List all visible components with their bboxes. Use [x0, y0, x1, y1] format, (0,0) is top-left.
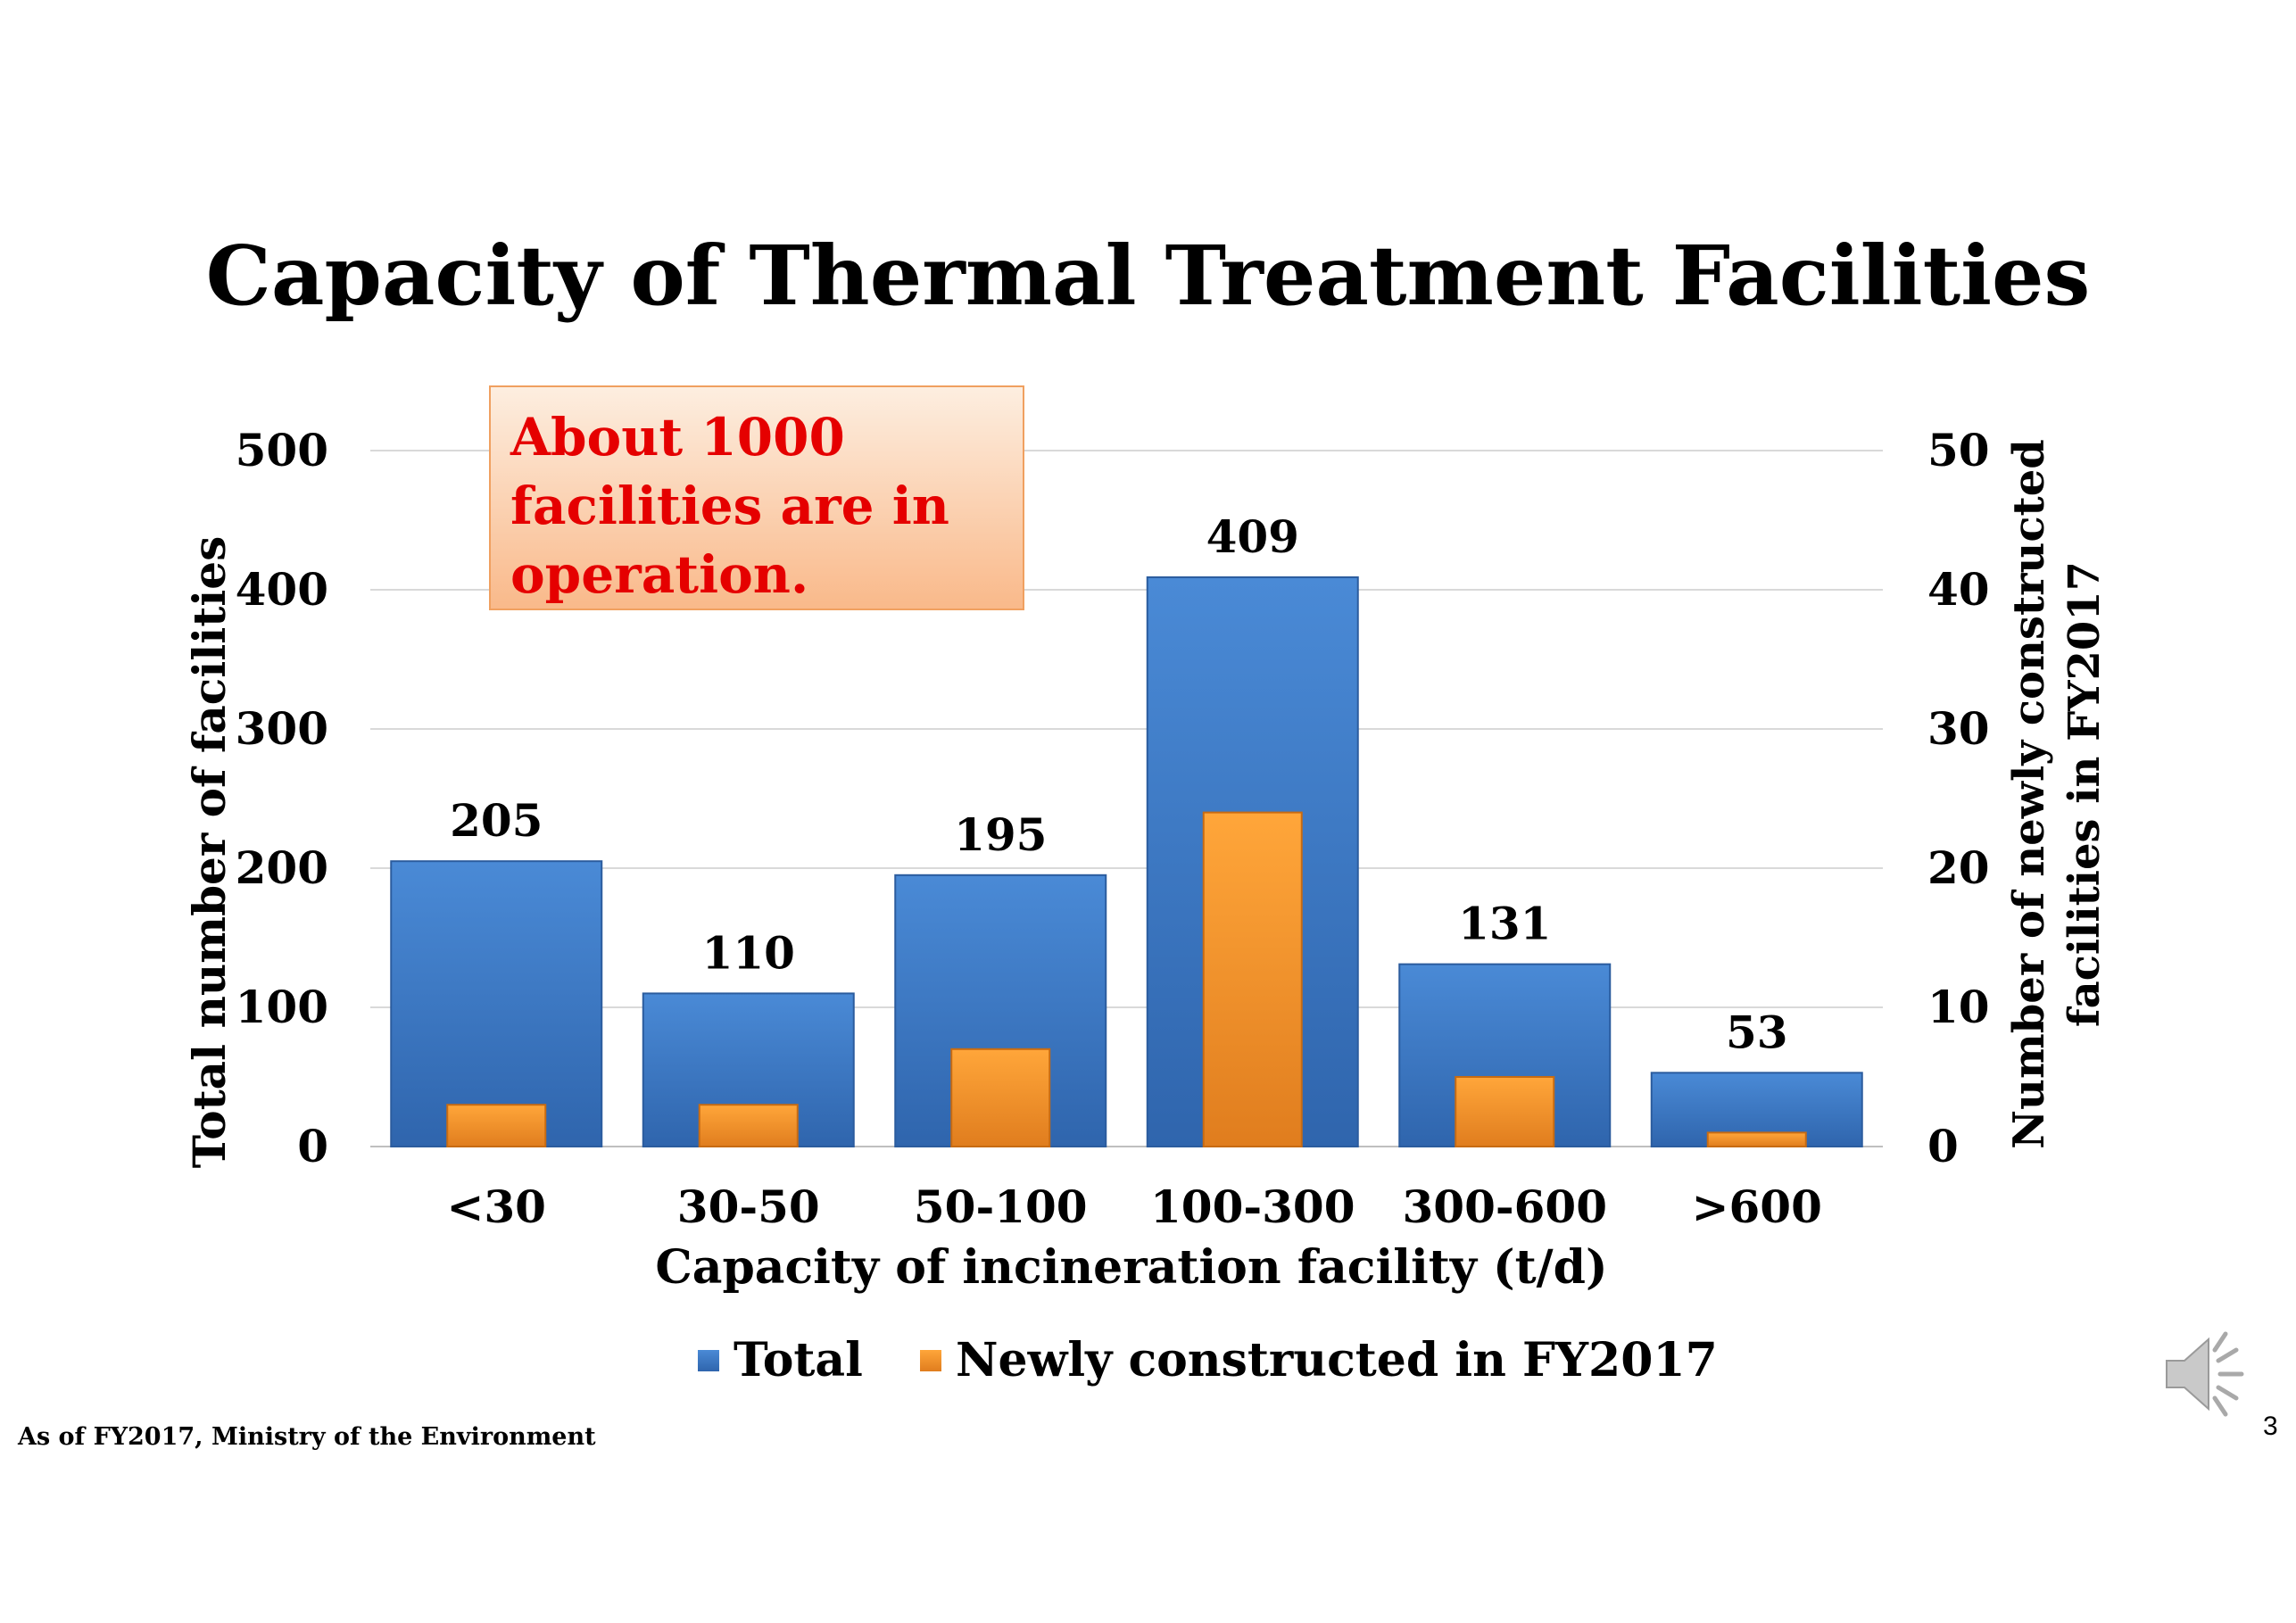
y2-tick-label: 30: [1927, 702, 1990, 755]
y-tick-label: 100: [236, 981, 328, 1033]
legend: Total Newly constructed in FY2017: [698, 1333, 1718, 1387]
y-tick-label: 200: [236, 841, 328, 894]
x-tick-label: 50-100: [914, 1180, 1088, 1233]
callout-line-3: operation.: [510, 544, 809, 605]
data-label-total: 110: [702, 926, 795, 979]
bar-total: [390, 860, 603, 1147]
y2-axis-title-line-2: facilities in FY2017: [2060, 561, 2110, 1027]
data-label-total: 205: [450, 794, 543, 847]
bars: [390, 576, 1863, 1148]
x-tick-label: 30-50: [677, 1180, 820, 1233]
bar-newly-constructed: [1202, 811, 1303, 1147]
x-tick-label: 300-600: [1403, 1180, 1608, 1233]
y-tick-label: 0: [297, 1120, 328, 1172]
data-label-total: 53: [1726, 1006, 1788, 1058]
legend-label-new: Newly constructed in FY2017: [956, 1333, 1718, 1387]
bar-newly-constructed: [698, 1104, 799, 1147]
axis-titles: Capacity of incineration facility (t/d) …: [183, 439, 2110, 1295]
gridlines: [370, 450, 1883, 1147]
y2-tick-label: 50: [1927, 424, 1990, 476]
y2-tick-label: 0: [1927, 1120, 1959, 1172]
slide-title: Capacity of Thermal Treatment Facilities: [205, 228, 2091, 324]
y-tick-label: 500: [236, 424, 328, 476]
legend-swatch-total: [698, 1350, 719, 1371]
bar-newly-constructed: [950, 1047, 1051, 1148]
legend-swatch-new: [920, 1350, 941, 1371]
bar-newly-constructed: [446, 1104, 547, 1147]
data-label-total: 409: [1206, 510, 1299, 563]
y2-tick-label: 20: [1927, 841, 1990, 894]
callout-box: About 1000 facilities are in operation.: [489, 385, 1024, 610]
x-tick-label: >600: [1692, 1180, 1822, 1233]
data-label-total: 131: [1458, 898, 1551, 950]
page-number: 3: [2263, 1412, 2278, 1441]
bar-newly-constructed: [1706, 1131, 1807, 1148]
y2-tick-label: 10: [1927, 981, 1990, 1033]
y-axis-title: Total number of facilities: [183, 536, 236, 1169]
labels: 0 100 200 300 400 500 0 10 20 30 40 50 205 <30 110 30-5…: [236, 424, 1990, 1233]
legend-label-total: Total: [734, 1333, 863, 1387]
x-tick-label: 100-300: [1150, 1180, 1355, 1233]
bar-newly-constructed: [1455, 1076, 1555, 1147]
data-label-total: 195: [954, 808, 1047, 861]
callout-line-1: About 1000: [510, 407, 845, 468]
x-axis-title: Capacity of incineration facility (t/d): [655, 1240, 1607, 1295]
y2-axis-title-line-1: Number of newly constructed: [2004, 439, 2054, 1149]
y-tick-label: 300: [236, 702, 328, 755]
callout-line-2: facilities are in: [510, 476, 949, 536]
y2-tick-label: 40: [1927, 563, 1990, 616]
source-note: As of FY2017, Ministry of the Environmen…: [18, 1423, 596, 1451]
y-tick-label: 400: [236, 563, 328, 616]
speaker-icon[interactable]: [2159, 1325, 2258, 1427]
x-tick-label: <30: [447, 1180, 546, 1233]
